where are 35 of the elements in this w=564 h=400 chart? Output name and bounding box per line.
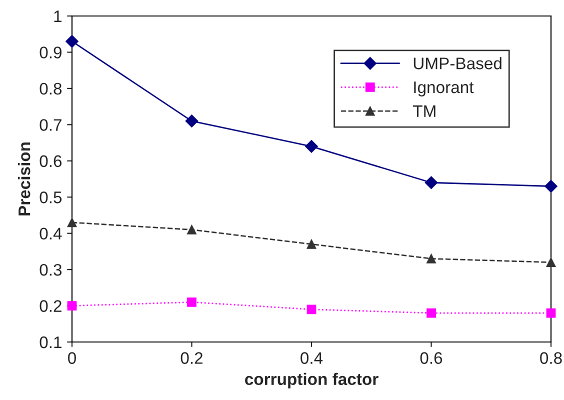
x-tick-label: 0.6 bbox=[420, 352, 442, 364]
legend-label: Ignorant bbox=[414, 82, 474, 96]
point bbox=[306, 304, 316, 314]
point bbox=[185, 114, 198, 128]
y-tick-label: 0.9 bbox=[40, 46, 62, 58]
x-tick-label: 0.2 bbox=[180, 352, 202, 364]
y-tick-label: 0.8 bbox=[40, 82, 62, 95]
y-tick-label: 0.3 bbox=[40, 264, 62, 276]
point bbox=[187, 297, 196, 307]
point bbox=[66, 34, 78, 48]
x-tick-label: 0.8 bbox=[540, 352, 562, 364]
point bbox=[305, 140, 318, 153]
y-axis-title: Precision bbox=[18, 142, 30, 216]
y-tick-label: 0.7 bbox=[40, 119, 62, 131]
point bbox=[426, 308, 436, 318]
x-tick-label: 0 bbox=[68, 352, 76, 364]
point bbox=[187, 225, 196, 234]
point bbox=[306, 240, 316, 249]
point bbox=[424, 176, 438, 190]
point bbox=[67, 301, 77, 310]
point bbox=[544, 180, 558, 193]
y-tick-label: 0.5 bbox=[40, 192, 62, 204]
y-tick-label: 0.4 bbox=[40, 228, 62, 240]
y-tick-label: 0.6 bbox=[40, 155, 62, 168]
y-tick-label: 0.1 bbox=[40, 336, 62, 348]
point bbox=[426, 254, 436, 264]
legend-label: TM bbox=[413, 105, 436, 117]
x-axis-title: corruption factor bbox=[245, 372, 378, 388]
legend-label: UMP-Based bbox=[414, 57, 502, 70]
x-tick-label: 0.4 bbox=[300, 352, 323, 364]
point bbox=[546, 258, 556, 267]
point bbox=[546, 308, 556, 318]
y-tick-label: 1 bbox=[54, 10, 62, 22]
point bbox=[67, 218, 77, 228]
y-tick-label: 0.2 bbox=[40, 300, 62, 312]
